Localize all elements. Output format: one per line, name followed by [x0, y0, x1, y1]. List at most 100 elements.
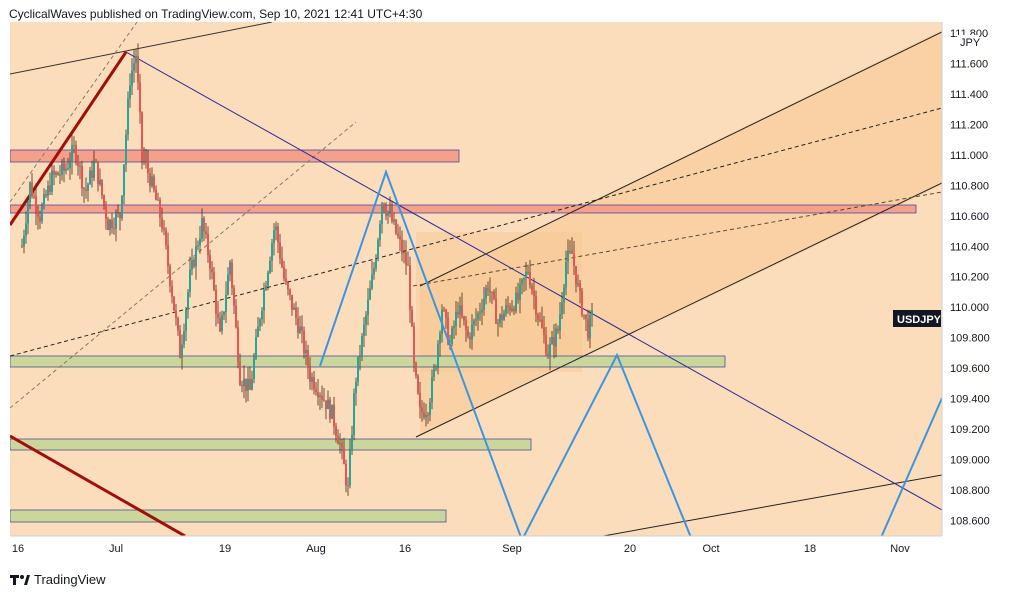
candle-body	[39, 216, 41, 222]
lower-trendline	[600, 474, 942, 536]
candle-body	[113, 228, 115, 230]
channel-brown-dashed	[412, 191, 942, 287]
candle-body	[127, 98, 129, 135]
candle-body	[565, 261, 567, 288]
support-zone-lower	[10, 509, 447, 523]
candle-body	[403, 252, 405, 254]
symbol-tag-box[interactable]	[893, 310, 941, 327]
candle-body	[101, 179, 103, 196]
candle-body	[471, 324, 473, 340]
candle-body	[377, 240, 379, 260]
candle-body	[545, 335, 547, 354]
candle-body	[511, 308, 513, 311]
candle-body	[97, 161, 99, 185]
candle-body	[429, 402, 431, 416]
candle-body	[259, 319, 261, 327]
candle-body	[451, 328, 453, 344]
candle-body	[177, 317, 179, 331]
candle-body	[413, 326, 415, 363]
candle-body	[43, 194, 45, 207]
candle-body	[167, 244, 169, 267]
candle-body	[517, 292, 519, 301]
candle-body	[189, 269, 191, 293]
y-tick-label: 110.000	[950, 302, 989, 314]
candle-body	[473, 320, 475, 325]
candle-body	[191, 259, 193, 270]
x-tick-label: 16	[399, 543, 411, 555]
candle-body	[283, 266, 285, 279]
x-tick-label: 19	[219, 543, 231, 555]
candle-body	[211, 268, 213, 273]
candle-body	[255, 337, 257, 359]
candle-body	[313, 377, 315, 390]
candle-body	[535, 296, 537, 315]
candle-body	[171, 285, 173, 297]
candle-body	[371, 274, 373, 289]
candle-body	[469, 336, 471, 340]
candle-body	[389, 209, 391, 212]
candle-body	[475, 319, 477, 321]
candle-body	[221, 315, 223, 331]
y-axis-ticks: 111.800111.600111.400111.200111.000110.8…	[950, 28, 990, 527]
candle-body	[241, 384, 243, 387]
candle-body	[563, 287, 565, 303]
candle-body	[75, 145, 77, 161]
candle-body	[51, 170, 53, 192]
candle-body	[23, 235, 25, 247]
candle-body	[311, 377, 313, 382]
candle-body	[485, 288, 487, 299]
candle-body	[181, 344, 183, 358]
candle-body	[411, 309, 413, 327]
candle-body	[279, 242, 281, 259]
candle-body	[483, 298, 485, 310]
candle-body	[229, 262, 231, 275]
candle-body	[395, 219, 397, 234]
candle-body	[379, 224, 381, 241]
candle-body	[277, 226, 279, 243]
candle-body	[343, 447, 345, 465]
candle-body	[477, 313, 479, 320]
candle-body	[135, 55, 137, 64]
candle-body	[521, 279, 523, 285]
candle-body	[507, 305, 509, 307]
candle-body	[527, 271, 529, 273]
candle-body	[505, 305, 507, 314]
candle-body	[77, 160, 79, 167]
candle-body	[361, 335, 363, 357]
candle-body	[239, 361, 241, 385]
candle-body	[289, 289, 291, 295]
channel-lower-line	[415, 182, 942, 438]
candle-body	[161, 217, 163, 229]
footer-brand-text: TradingView	[34, 572, 106, 587]
candle-body	[317, 392, 319, 397]
candle-body	[61, 163, 63, 175]
footer-brand[interactable]: TradingView	[10, 572, 106, 587]
upper-trendline	[10, 22, 273, 75]
candle-body	[547, 353, 549, 358]
candle-body	[293, 307, 295, 310]
candle-body	[515, 292, 517, 312]
candle-body	[393, 219, 395, 222]
candle-body	[79, 165, 81, 167]
candle-body	[553, 336, 555, 347]
candle-body	[401, 239, 403, 254]
candle-body	[217, 313, 219, 318]
symbol-tag-label[interactable]: USDJPY	[897, 314, 942, 326]
candle-body	[263, 289, 265, 311]
y-tick-label: 108.800	[950, 485, 990, 497]
candle-body	[237, 327, 239, 362]
y-tick-label: 110.400	[950, 241, 989, 253]
candle-body	[591, 310, 593, 316]
candle-body	[273, 230, 275, 244]
candle-body	[195, 245, 197, 267]
candle-body	[459, 305, 461, 315]
candle-body	[503, 313, 505, 321]
y-tick-label: 111.200	[950, 119, 988, 131]
candle-body	[585, 314, 587, 319]
candle-body	[345, 464, 347, 486]
candle-body	[245, 378, 247, 391]
candle-body	[463, 316, 465, 321]
candle-body	[55, 172, 57, 175]
candle-body	[551, 336, 553, 344]
